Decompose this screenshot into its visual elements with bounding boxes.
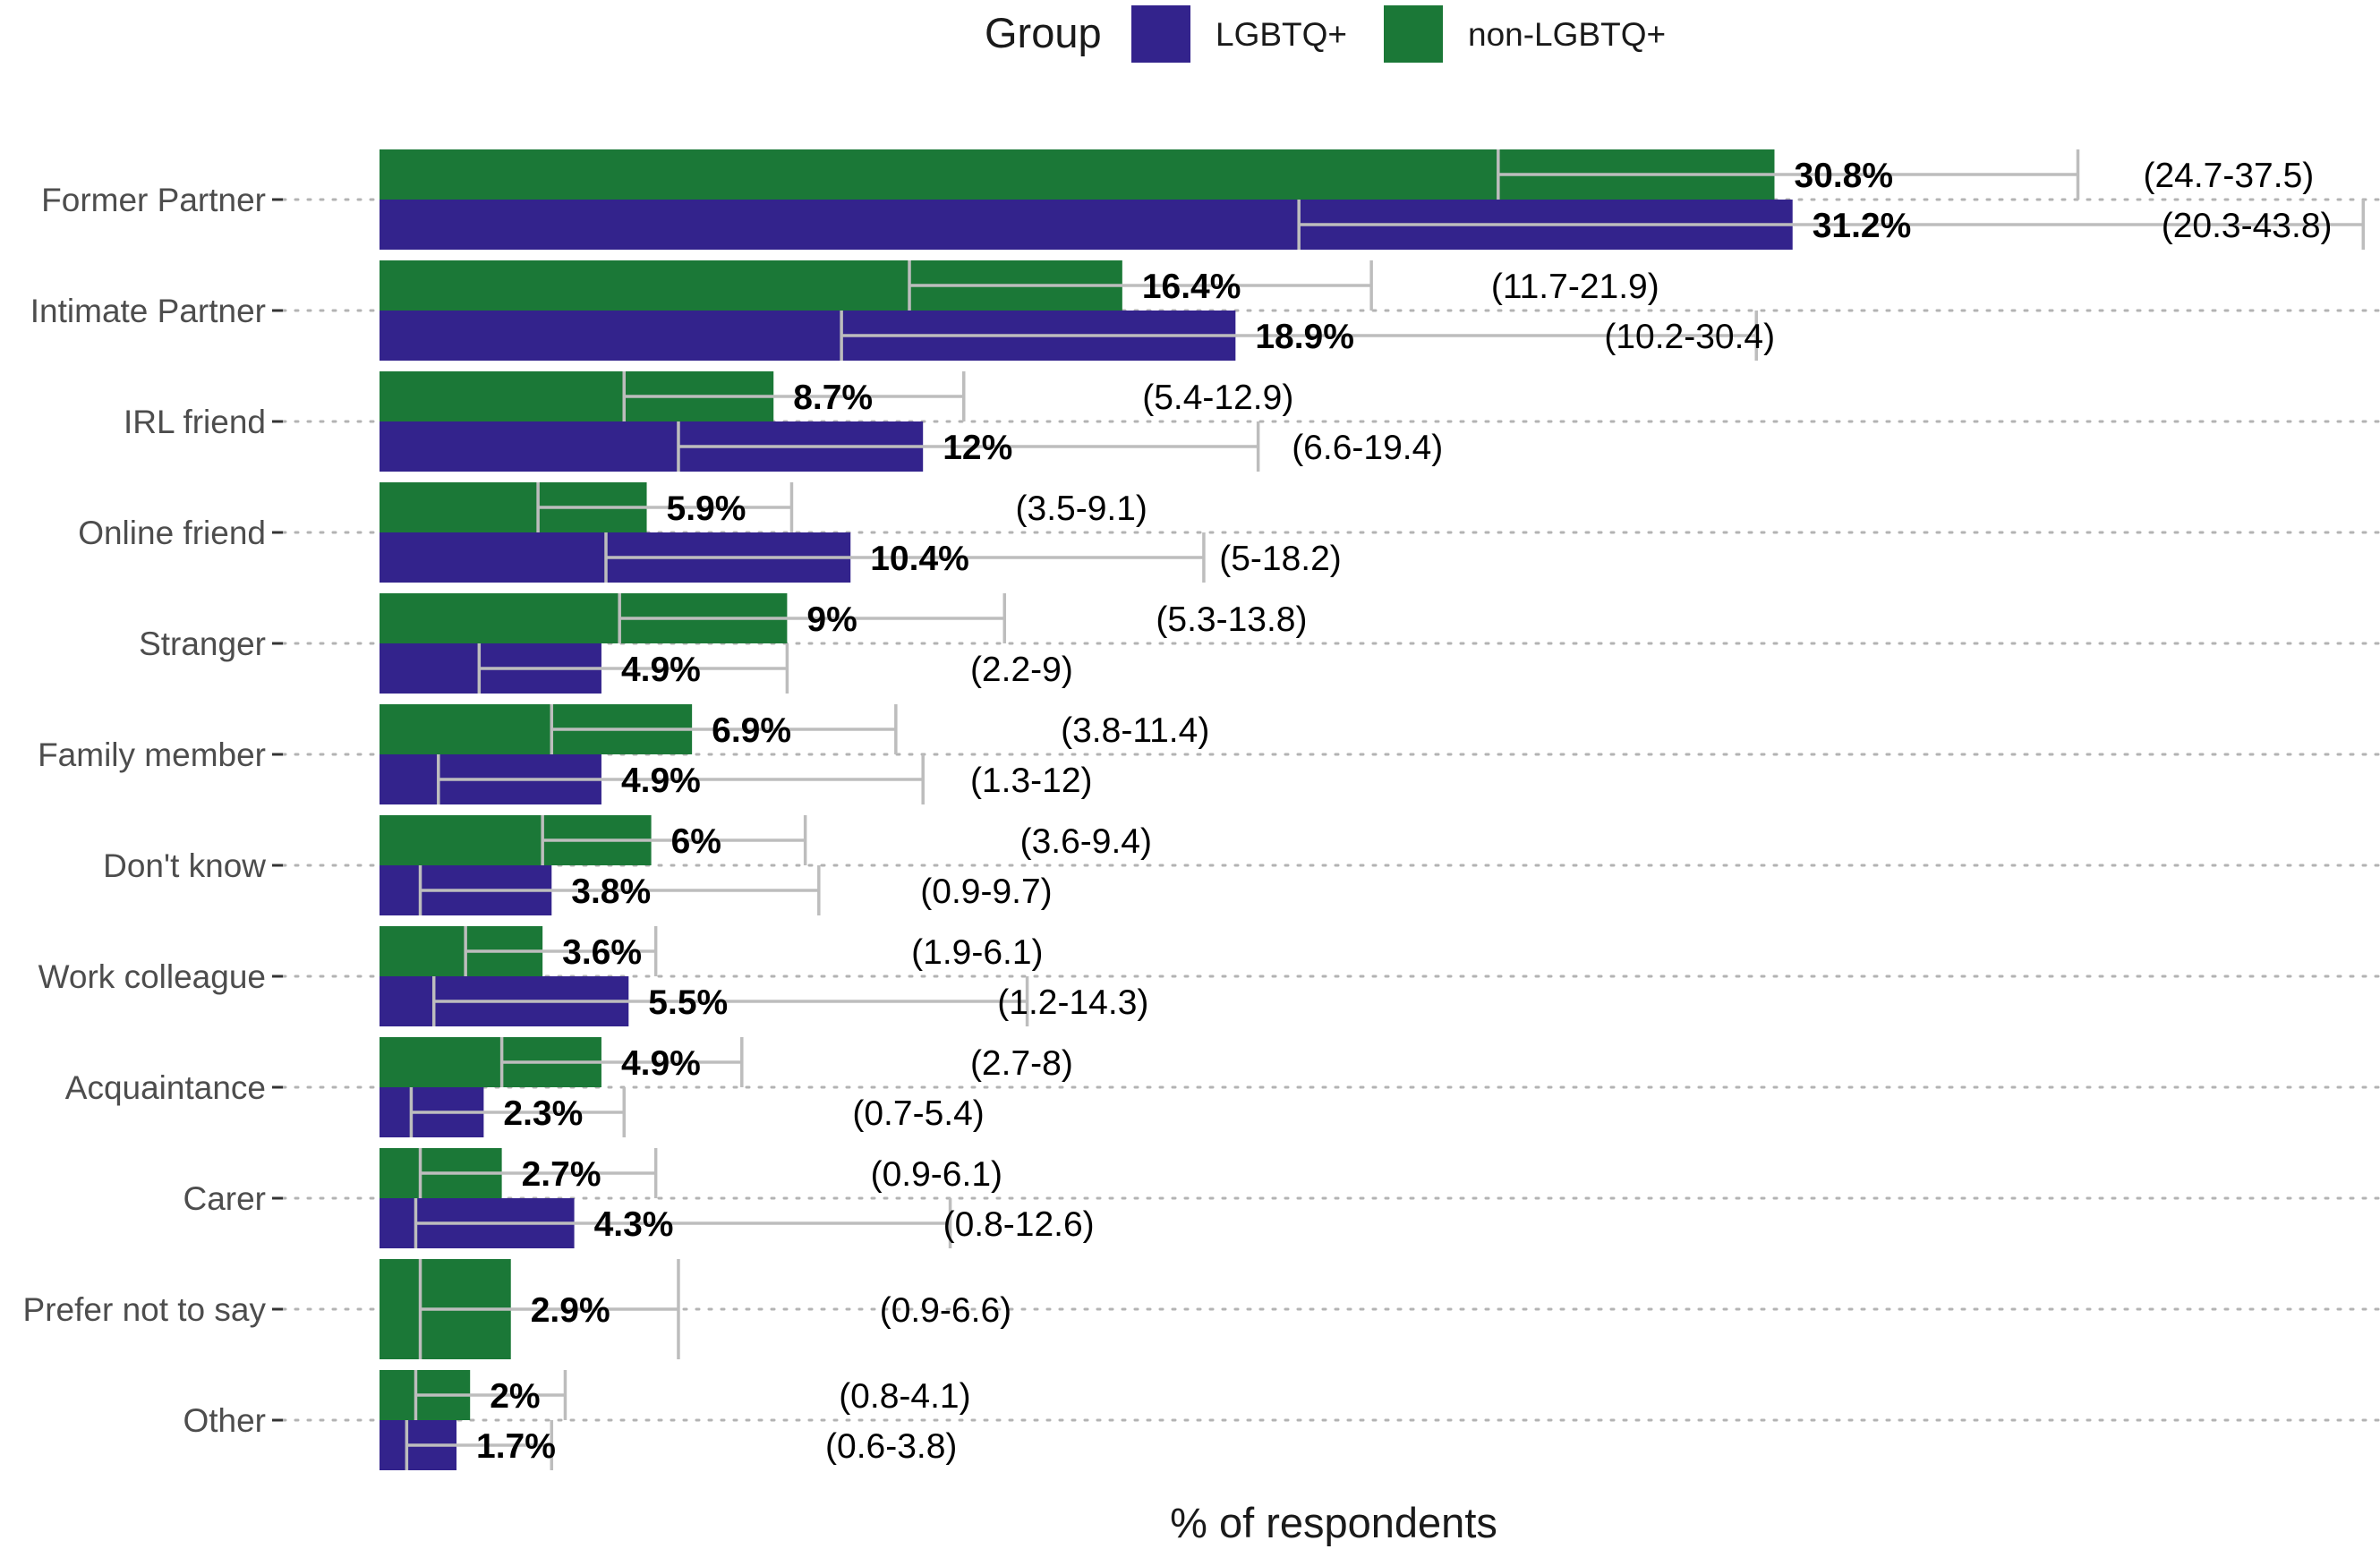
- error-bars: [405, 149, 2366, 1470]
- value-label-acquaintance-non-lgbtq: 4.9%: [621, 1044, 701, 1083]
- ci-label-irl-friend-non-lgbtq: (5.4-12.9): [1142, 379, 1293, 417]
- y-tick-label-intimate-partner: Intimate Partner: [30, 293, 266, 329]
- value-label-stranger-lgbtq: 4.9%: [621, 651, 701, 689]
- ci-label-don-t-know-non-lgbtq: (3.6-9.4): [1020, 822, 1152, 861]
- ci-label-prefer-not-to-say-non-lgbtq: (0.9-6.6): [880, 1291, 1011, 1330]
- value-label-former-partner-non-lgbtq: 30.8%: [1794, 157, 1893, 195]
- legend-swatch-non-lgbtq: [1384, 5, 1443, 63]
- ci-label-stranger-lgbtq: (2.2-9): [970, 651, 1073, 689]
- ci-label-acquaintance-non-lgbtq: (2.7-8): [970, 1044, 1073, 1083]
- data-labels: 30.8% (24.7-37.5) 31.2% (20.3-43.8) 16.4% (11…: [476, 157, 2332, 1466]
- y-tick-label-family-member: Family member: [38, 736, 266, 773]
- bars: [380, 149, 1793, 1470]
- y-tick-label-stranger: Stranger: [139, 626, 266, 662]
- value-label-prefer-not-to-say-non-lgbtq: 2.9%: [531, 1291, 610, 1330]
- value-label-work-colleague-lgbtq: 5.5%: [648, 983, 728, 1022]
- value-label-online-friend-lgbtq: 10.4%: [870, 540, 969, 578]
- ci-label-carer-non-lgbtq: (0.9-6.1): [871, 1155, 1002, 1194]
- value-label-irl-friend-lgbtq: 12%: [943, 429, 1012, 467]
- value-label-carer-lgbtq: 4.3%: [594, 1205, 674, 1244]
- y-tick-label-prefer-not-to-say: Prefer not to say: [23, 1291, 267, 1328]
- ci-label-work-colleague-lgbtq: (1.2-14.3): [997, 983, 1148, 1022]
- y-tick-label-irl-friend: IRL friend: [124, 404, 266, 440]
- value-label-acquaintance-lgbtq: 2.3%: [503, 1094, 583, 1133]
- legend-swatch-lgbtq: [1131, 5, 1190, 63]
- ci-label-work-colleague-non-lgbtq: (1.9-6.1): [911, 933, 1043, 972]
- ci-label-intimate-partner-lgbtq: (10.2-30.4): [1604, 318, 1775, 356]
- value-label-family-member-non-lgbtq: 6.9%: [712, 711, 791, 750]
- value-label-irl-friend-non-lgbtq: 8.7%: [793, 379, 873, 417]
- value-label-family-member-lgbtq: 4.9%: [621, 762, 701, 800]
- ci-label-family-member-non-lgbtq: (3.8-11.4): [1061, 711, 1209, 750]
- y-tick-label-acquaintance: Acquaintance: [65, 1069, 266, 1106]
- y-tick-label-online-friend: Online friend: [78, 515, 266, 551]
- ci-label-online-friend-non-lgbtq: (3.5-9.1): [1016, 489, 1147, 528]
- ci-label-acquaintance-lgbtq: (0.7-5.4): [852, 1094, 984, 1133]
- ci-label-intimate-partner-non-lgbtq: (11.7-21.9): [1491, 268, 1659, 306]
- value-label-carer-non-lgbtq: 2.7%: [522, 1155, 601, 1194]
- y-tick-label-carer: Carer: [183, 1180, 266, 1217]
- ci-label-other-lgbtq: (0.6-3.8): [825, 1427, 957, 1466]
- value-label-online-friend-non-lgbtq: 5.9%: [667, 489, 746, 528]
- ci-label-don-t-know-lgbtq: (0.9-9.7): [920, 872, 1052, 911]
- x-axis-title: % of respondents: [1170, 1499, 1497, 1546]
- value-label-intimate-partner-non-lgbtq: 16.4%: [1142, 268, 1241, 306]
- legend-title: Group: [985, 9, 1102, 56]
- legend: Group LGBTQ+ non-LGBTQ+: [985, 5, 1666, 63]
- value-label-work-colleague-non-lgbtq: 3.6%: [562, 933, 642, 972]
- value-label-other-non-lgbtq: 2%: [490, 1377, 540, 1416]
- y-axis: Former Partner Intimate Partner IRL friend…: [23, 182, 283, 1439]
- value-label-former-partner-lgbtq: 31.2%: [1813, 207, 1912, 245]
- value-label-intimate-partner-lgbtq: 18.9%: [1255, 318, 1354, 356]
- y-tick-label-other: Other: [183, 1402, 266, 1439]
- ci-label-online-friend-lgbtq: (5-18.2): [1219, 540, 1342, 578]
- legend-label-non-lgbtq: non-LGBTQ+: [1468, 16, 1666, 53]
- ci-label-other-non-lgbtq: (0.8-4.1): [839, 1377, 970, 1416]
- y-tick-label-work-colleague: Work colleague: [38, 958, 266, 995]
- ci-label-former-partner-non-lgbtq: (24.7-37.5): [2143, 157, 2314, 195]
- ci-label-stranger-non-lgbtq: (5.3-13.8): [1156, 600, 1307, 639]
- legend-label-lgbtq: LGBTQ+: [1216, 16, 1347, 53]
- ci-label-carer-lgbtq: (0.8-12.6): [943, 1205, 1095, 1244]
- value-label-don-t-know-non-lgbtq: 6%: [671, 822, 721, 861]
- ci-label-former-partner-lgbtq: (20.3-43.8): [2162, 207, 2333, 245]
- value-label-don-t-know-lgbtq: 3.8%: [571, 872, 651, 911]
- value-label-stranger-non-lgbtq: 9%: [806, 600, 857, 639]
- y-tick-label-former-partner: Former Partner: [41, 182, 266, 218]
- y-tick-label-don-t-know: Don't know: [103, 847, 266, 884]
- ci-label-family-member-lgbtq: (1.3-12): [970, 762, 1093, 800]
- ci-label-irl-friend-lgbtq: (6.6-19.4): [1292, 429, 1443, 467]
- value-label-other-lgbtq: 1.7%: [476, 1427, 556, 1466]
